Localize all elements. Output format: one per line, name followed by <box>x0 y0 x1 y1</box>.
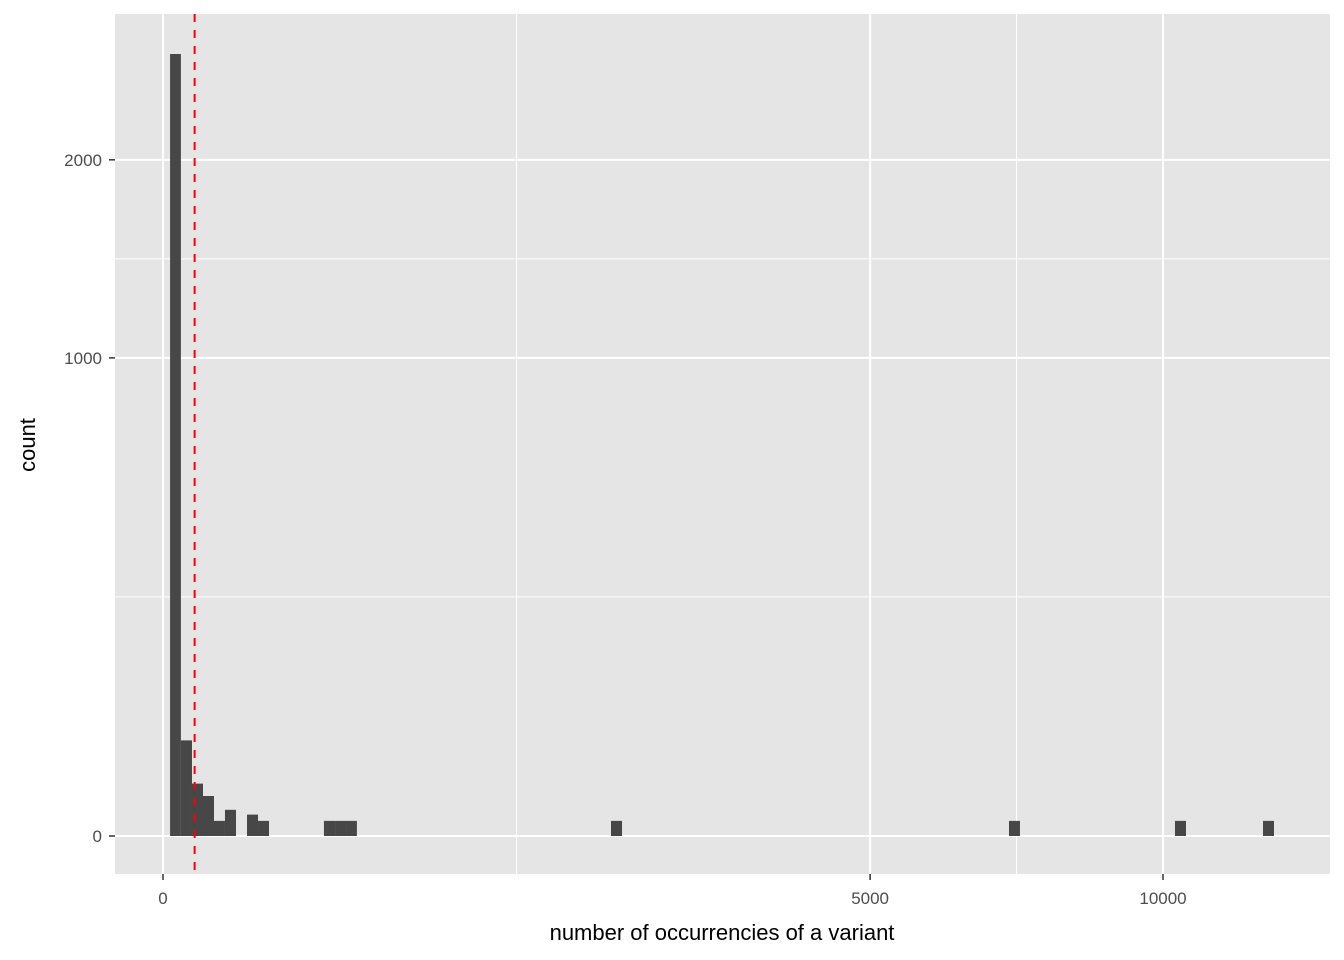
y-axis-title: count <box>15 418 40 472</box>
histogram-bar <box>224 809 237 836</box>
histogram-bar <box>170 53 181 836</box>
histogram-bar <box>346 820 357 836</box>
histogram-bar <box>247 814 259 836</box>
histogram-bar <box>191 783 203 836</box>
y-tick-label: 0 <box>93 827 102 846</box>
histogram-bar <box>1263 820 1274 836</box>
histogram-bar <box>180 740 192 836</box>
x-tick-label: 5000 <box>851 889 889 908</box>
x-tick-label: 0 <box>158 889 167 908</box>
x-tick-label: 10000 <box>1139 889 1186 908</box>
x-axis-title: number of occurrencies of a variant <box>550 920 895 945</box>
histogram-bar <box>1174 820 1186 836</box>
histogram-bar <box>323 820 336 836</box>
plot-panel <box>115 14 1330 874</box>
histogram-bar <box>335 820 347 836</box>
histogram-bar <box>203 795 214 836</box>
histogram-bar <box>1008 820 1020 836</box>
y-tick-label: 2000 <box>64 151 102 170</box>
histogram-bar <box>610 820 623 836</box>
histogram-bar <box>258 820 270 836</box>
histogram-bar <box>213 820 225 836</box>
y-tick-label: 1000 <box>64 349 102 368</box>
